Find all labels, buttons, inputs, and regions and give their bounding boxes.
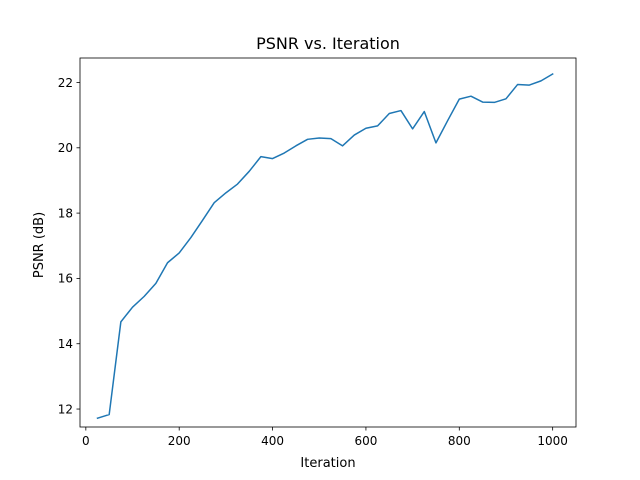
plot-frame — [79, 57, 577, 428]
y-axis-label: PSNR (dB) — [32, 212, 47, 278]
x-tick-label: 600 — [354, 434, 377, 448]
y-tick-label: 18 — [58, 206, 73, 220]
y-tick-label: 22 — [58, 76, 73, 90]
y-tick-label: 14 — [58, 337, 73, 351]
x-tick-label: 0 — [82, 434, 90, 448]
y-tick-label: 20 — [58, 141, 73, 155]
series-line-0 — [96, 72, 554, 420]
y-tick-label: 16 — [58, 272, 73, 286]
x-tick-label: 1000 — [537, 434, 568, 448]
x-tick-label: 800 — [448, 434, 471, 448]
x-tick-label: 400 — [261, 434, 284, 448]
chart-title: PSNR vs. Iteration — [256, 34, 400, 53]
x-axis-label: Iteration — [300, 456, 355, 471]
plot-area: 0 200 400 600 800 1000 12 14 16 18 20 22 — [58, 57, 577, 448]
x-tick-label: 200 — [168, 434, 191, 448]
y-tick-label: 12 — [58, 402, 73, 416]
